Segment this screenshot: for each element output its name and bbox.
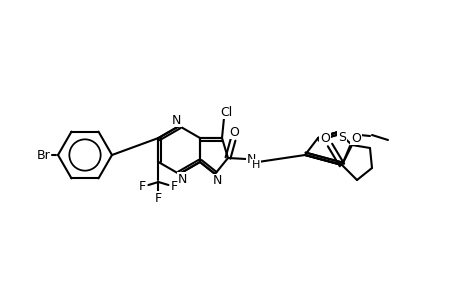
Text: N: N (171, 113, 180, 127)
Text: F: F (139, 179, 146, 193)
Text: F: F (170, 179, 178, 193)
Text: N: N (246, 152, 255, 166)
Text: H: H (251, 160, 260, 170)
Text: F: F (155, 191, 162, 205)
Text: O: O (350, 131, 360, 145)
Text: N: N (212, 175, 221, 188)
Text: Cl: Cl (219, 106, 232, 118)
Text: N: N (177, 172, 186, 185)
Text: O: O (319, 131, 329, 145)
Text: O: O (229, 125, 238, 139)
Text: S: S (337, 130, 345, 143)
Text: Br: Br (37, 148, 51, 161)
